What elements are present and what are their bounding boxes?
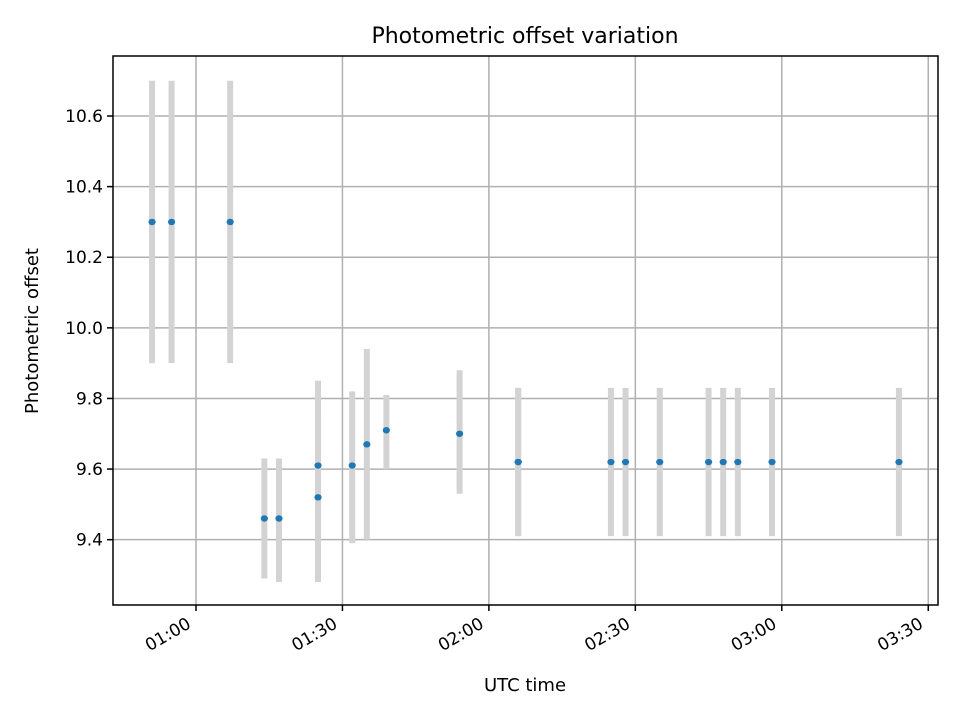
y-tick-label: 9.4 — [76, 531, 103, 551]
y-tick-label: 10.0 — [65, 319, 103, 339]
grid-lines — [113, 56, 938, 605]
data-point — [704, 458, 713, 466]
x-tick-label: 01:00 — [142, 614, 194, 656]
data-point — [621, 458, 630, 466]
data-points — [148, 218, 903, 522]
data-point — [363, 441, 371, 448]
plot-frame — [112, 55, 939, 606]
data-point — [768, 458, 776, 466]
data-point — [148, 218, 156, 226]
data-point — [314, 462, 322, 469]
error-bars — [149, 80, 902, 583]
y-tick-label: 9.6 — [76, 460, 103, 480]
chart-title: Photometric offset variation — [371, 24, 678, 49]
data-point — [348, 462, 356, 469]
y-tick-label: 9.8 — [76, 389, 103, 409]
data-point — [719, 458, 727, 466]
x-tick-label: 03:30 — [874, 614, 926, 656]
y-tick-label: 10.2 — [65, 248, 103, 268]
data-point — [734, 458, 742, 466]
x-axis-ticks: 01:00 01:30 02:00 02:30 03:00 03:30 — [142, 605, 929, 656]
x-tick-label: 01:30 — [289, 614, 341, 656]
y-axis-ticks: 9.4 9.6 9.8 10.0 10.2 10.4 10.6 — [65, 107, 113, 551]
data-point — [455, 430, 464, 437]
data-point — [167, 218, 176, 226]
y-axis-label: Photometric offset — [22, 248, 43, 414]
y-tick-label: 10.6 — [65, 107, 103, 127]
x-tick-label: 02:00 — [435, 614, 487, 656]
data-point — [226, 218, 234, 226]
y-tick-label: 10.4 — [65, 178, 103, 198]
data-point — [382, 427, 390, 434]
data-point — [895, 458, 903, 466]
x-tick-label: 02:30 — [581, 614, 633, 656]
x-axis-label: UTC time — [484, 675, 566, 696]
x-tick-label: 03:00 — [728, 614, 780, 656]
data-point — [314, 494, 322, 501]
data-point — [260, 515, 268, 522]
data-point — [514, 458, 522, 466]
data-point — [607, 458, 615, 466]
data-point — [656, 458, 664, 466]
data-point — [275, 515, 283, 522]
